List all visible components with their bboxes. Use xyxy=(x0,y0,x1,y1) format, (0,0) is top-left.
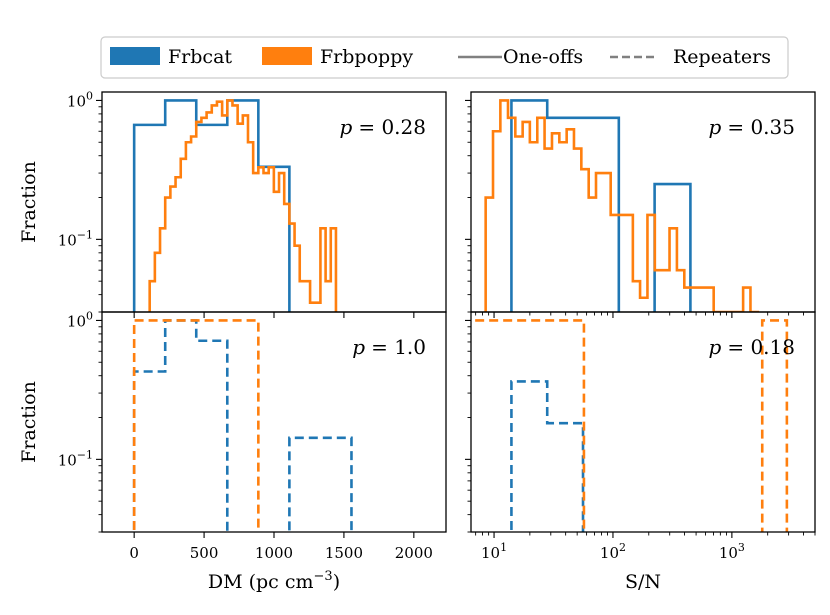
y-tick-label: 10−1 xyxy=(58,448,93,469)
axes-frame xyxy=(470,311,816,533)
series-group xyxy=(484,99,760,312)
x-tick-label: 1000 xyxy=(255,544,293,562)
series-group xyxy=(471,319,789,532)
series-frbcat-solid xyxy=(510,99,692,312)
p-value-annotation: p = 0.35 xyxy=(709,115,795,139)
p-value-annotation: p = 0.28 xyxy=(340,115,426,139)
x-axis-label: DM (pc cm−3) xyxy=(208,569,340,593)
p-value-text: = 0.28 xyxy=(358,115,426,139)
legend-swatch-frbcat xyxy=(110,47,160,65)
legend-entry-one-offs: One-offs xyxy=(458,46,583,68)
p-value-annotation: p = 0.18 xyxy=(709,335,795,359)
legend: Frbcat Frbpoppy One-offs Repeaters xyxy=(100,36,789,79)
series-frbpoppy-dashed xyxy=(132,319,260,532)
p-symbol: p xyxy=(340,115,353,139)
series-group xyxy=(132,319,353,532)
legend-swatch-frbpoppy xyxy=(262,47,312,65)
series-frbcat-dashed xyxy=(132,319,353,532)
panel-sn-repeaters: 101 102 103 S/N p = 0.18 xyxy=(465,311,816,593)
y-axis-label: Fraction xyxy=(18,161,40,243)
series-frbpoppy-solid xyxy=(148,99,338,312)
x-tick-label: 500 xyxy=(190,544,219,562)
y-tick-label: 100 xyxy=(67,89,93,110)
legend-label: Frbpoppy xyxy=(320,46,413,68)
x-tick-label: 102 xyxy=(600,541,626,562)
series-frbpoppy-solid xyxy=(484,99,760,312)
x-axis-label: S/N xyxy=(625,571,661,593)
p-value-annotation: p = 1.0 xyxy=(352,335,426,359)
x-tick-label: 103 xyxy=(719,541,745,562)
series-frbcat-dashed xyxy=(510,380,585,532)
legend-entry-repeaters: Repeaters xyxy=(610,46,771,68)
p-symbol: p xyxy=(709,335,722,359)
x-tick-label: 0 xyxy=(129,544,139,562)
y-tick-label: 10−1 xyxy=(58,228,93,249)
y-axis-label: Fraction xyxy=(18,381,40,463)
p-symbol: p xyxy=(352,335,365,359)
legend-entry-frbpoppy: Frbpoppy xyxy=(262,46,413,68)
series-frbcat-solid xyxy=(132,99,291,312)
x-tick-label: 101 xyxy=(481,541,507,562)
legend-label: One-offs xyxy=(503,46,583,68)
panel-sn-oneoffs: p = 0.35 xyxy=(465,91,816,318)
legend-entry-frbcat: Frbcat xyxy=(110,46,232,68)
x-tick-label: 1500 xyxy=(325,544,363,562)
x-tick-label: 2000 xyxy=(395,544,433,562)
p-value-text: = 0.35 xyxy=(727,115,795,139)
p-value-text: = 0.18 xyxy=(727,335,795,359)
y-tick-label: 100 xyxy=(67,309,93,330)
legend-label: Repeaters xyxy=(673,46,771,68)
p-value-text: = 1.0 xyxy=(371,335,426,359)
p-symbol: p xyxy=(709,115,722,139)
panel-dm-repeaters: 100 10−1 0 500 1000 1500 2000 Fraction DM (pc cm… xyxy=(18,309,447,593)
series-group xyxy=(132,99,338,312)
legend-label: Frbcat xyxy=(168,46,232,68)
